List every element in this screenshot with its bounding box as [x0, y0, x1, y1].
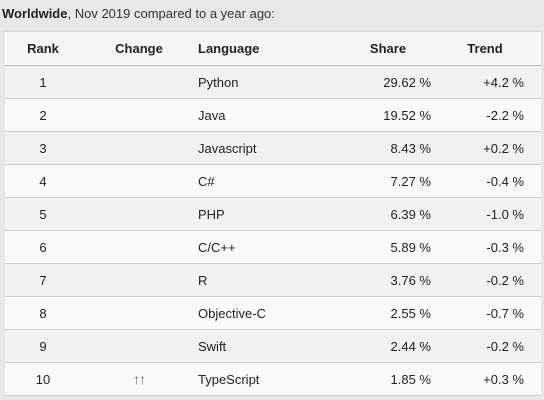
share-cell: 5.89 % [390, 239, 431, 255]
table-header-row: Rank Change Language Share Trend [5, 32, 541, 66]
caption-region: Worldwide [2, 6, 68, 21]
language-cell: Java [198, 107, 226, 123]
trend-cell: -0.3 % [486, 239, 524, 255]
table-row: 10 ↑↑ TypeScript 1.85 % +0.3 % [5, 363, 541, 396]
trend-cell: -0.7 % [486, 305, 524, 321]
trend-cell: -0.2 % [486, 338, 524, 354]
rank-cell: 6 [39, 239, 47, 255]
share-cell: 3.76 % [390, 272, 431, 288]
rank-cell: 3 [39, 140, 47, 156]
share-cell: 1.85 % [390, 371, 431, 387]
share-cell: 2.44 % [390, 338, 431, 354]
trend-cell: -1.0 % [486, 206, 524, 222]
up-up-arrow-icon: ↑↑ [133, 371, 146, 387]
caption-description: , Nov 2019 compared to a year ago: [67, 6, 275, 21]
change-cell: ↑↑ [101, 363, 177, 395]
page-caption: Worldwide, Nov 2019 compared to a year a… [0, 0, 544, 28]
change-cell [101, 99, 177, 131]
language-cell: R [198, 272, 208, 288]
rank-cell: 7 [39, 272, 47, 288]
header-share[interactable]: Share [369, 41, 407, 56]
table-row: 1 Python 29.62 % +4.2 % [5, 66, 541, 99]
language-cell: Javascript [198, 140, 257, 156]
rank-cell: 2 [39, 107, 47, 123]
share-cell: 2.55 % [390, 305, 431, 321]
change-cell [101, 66, 177, 98]
rank-cell: 1 [39, 74, 47, 90]
change-cell [101, 231, 177, 263]
table-row: 2 Java 19.52 % -2.2 % [5, 99, 541, 132]
change-cell [101, 297, 177, 329]
table-row: 9 Swift 2.44 % -0.2 % [5, 330, 541, 363]
table-row: 4 C# 7.27 % -0.4 % [5, 165, 541, 198]
rank-cell: 4 [39, 173, 47, 189]
header-trend[interactable]: Trend [467, 41, 503, 56]
header-language[interactable]: Language [198, 41, 260, 56]
language-cell: TypeScript [198, 371, 260, 387]
trend-cell: -0.2 % [486, 272, 524, 288]
header-change[interactable]: Change [115, 41, 163, 56]
language-cell: C/C++ [198, 239, 236, 255]
share-cell: 29.62 % [383, 74, 431, 90]
language-cell: Python [198, 74, 239, 90]
change-cell [101, 264, 177, 296]
language-cell: PHP [198, 206, 225, 222]
header-rank[interactable]: Rank [27, 41, 59, 56]
table-row: 6 C/C++ 5.89 % -0.3 % [5, 231, 541, 264]
change-cell [101, 198, 177, 230]
trend-cell: +4.2 % [483, 74, 524, 90]
language-ranking-table: Rank Change Language Share Trend 1 Pytho… [5, 31, 541, 396]
language-cell: Objective-C [198, 305, 266, 321]
share-cell: 19.52 % [383, 107, 431, 123]
trend-cell: -0.4 % [486, 173, 524, 189]
table-row: 7 R 3.76 % -0.2 % [5, 264, 541, 297]
trend-cell: +0.2 % [483, 140, 524, 156]
change-cell [101, 132, 177, 164]
trend-cell: +0.3 % [483, 371, 524, 387]
change-cell [101, 330, 177, 362]
rank-cell: 5 [39, 206, 47, 222]
rank-cell: 8 [39, 305, 47, 321]
share-cell: 6.39 % [390, 206, 431, 222]
share-cell: 8.43 % [390, 140, 431, 156]
language-cell: C# [198, 173, 215, 189]
trend-cell: -2.2 % [486, 107, 524, 123]
share-cell: 7.27 % [390, 173, 431, 189]
table-row: 3 Javascript 8.43 % +0.2 % [5, 132, 541, 165]
rank-cell: 9 [39, 338, 47, 354]
table-row: 8 Objective-C 2.55 % -0.7 % [5, 297, 541, 330]
rank-cell: 10 [35, 371, 51, 387]
language-cell: Swift [198, 338, 227, 354]
change-cell [101, 165, 177, 197]
table-row: 5 PHP 6.39 % -1.0 % [5, 198, 541, 231]
